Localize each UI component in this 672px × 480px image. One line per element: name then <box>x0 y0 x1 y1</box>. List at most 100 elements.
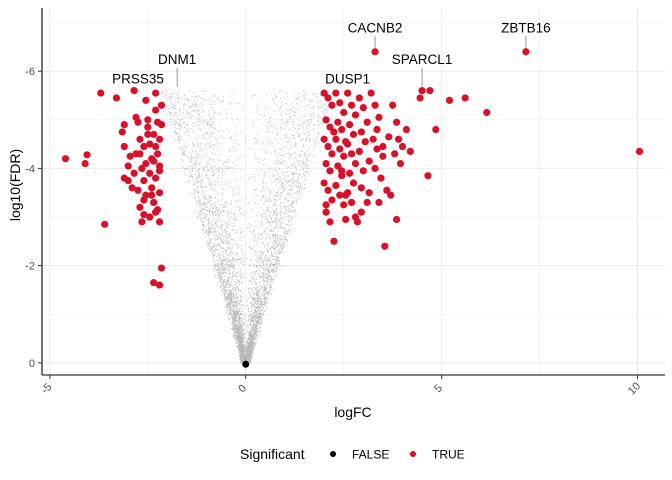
significant-point <box>101 220 109 228</box>
significant-point <box>140 142 148 151</box>
significant-point <box>340 152 348 160</box>
significant-point <box>332 135 340 143</box>
x-axis-ticks: -5 0 5 10 <box>39 375 643 397</box>
x-tick-label: 0 <box>236 382 249 395</box>
significant-point <box>152 174 160 182</box>
significant-point <box>146 169 154 177</box>
significant-point <box>130 169 138 177</box>
significant-point <box>132 150 140 158</box>
significant-point <box>332 89 340 97</box>
gene-label: SPARCL1 <box>392 52 453 67</box>
significant-point <box>124 176 132 185</box>
significant-point <box>112 94 121 102</box>
significant-point <box>152 106 160 114</box>
significant-point <box>342 191 350 199</box>
significant-point <box>157 121 166 129</box>
significant-point <box>336 145 344 153</box>
significant-point <box>344 140 352 148</box>
significant-point <box>120 121 128 129</box>
significant-point <box>142 96 150 104</box>
significant-point <box>81 159 89 168</box>
significant-point <box>416 94 424 102</box>
significant-point <box>144 123 152 131</box>
significant-point <box>146 213 154 221</box>
significant-point <box>461 94 469 102</box>
gene-label: DUSP1 <box>325 71 370 86</box>
significant-point <box>150 198 158 207</box>
axes <box>41 8 665 376</box>
significant-point <box>152 208 160 216</box>
significant-point <box>522 48 530 56</box>
significant-point <box>328 150 336 158</box>
significant-point <box>347 150 356 158</box>
significant-point <box>363 198 371 207</box>
significant-point <box>371 164 379 173</box>
significant-point <box>365 157 373 165</box>
y-axis-title: log10(FDR) <box>7 149 23 221</box>
significant-point <box>359 104 367 112</box>
gene-labels: DNM1 PRSS35 CACNB2 SPARCL1 DUSP1 ZBTB16 <box>112 20 551 86</box>
significant-point <box>344 89 352 97</box>
x-axis-title: logFC <box>334 404 371 420</box>
significant-point <box>375 198 383 207</box>
significant-point <box>332 181 340 190</box>
significant-point <box>118 128 126 136</box>
grid-major <box>42 8 665 375</box>
significant-point <box>138 164 146 173</box>
y-tick-label: 0 <box>29 358 35 370</box>
significant-point <box>391 150 399 158</box>
gene-label: CACNB2 <box>348 20 403 35</box>
significant-point <box>61 155 70 163</box>
significant-point <box>349 179 358 187</box>
significant-point <box>351 159 360 168</box>
significant-point <box>353 218 362 226</box>
significant-point <box>140 176 148 185</box>
significant-point <box>383 186 391 194</box>
origin-cluster <box>242 360 250 368</box>
significant-point <box>322 159 330 168</box>
significant-point <box>445 96 454 104</box>
significant-point <box>483 108 491 117</box>
x-tick-label: 5 <box>432 382 445 395</box>
significant-point <box>379 152 387 160</box>
significant-point <box>83 151 91 159</box>
significant-point <box>351 111 360 119</box>
significant-point <box>130 87 138 95</box>
significant-point <box>336 191 344 199</box>
y-tick-label: -6 <box>25 66 35 78</box>
significant-point <box>385 133 393 141</box>
significant-point <box>424 172 432 180</box>
legend-swatch-true <box>410 451 416 457</box>
significant-point <box>136 203 144 211</box>
significant-point <box>365 189 373 197</box>
significant-point <box>150 279 158 287</box>
significant-point <box>345 169 354 177</box>
significant-point <box>155 135 164 143</box>
legend: Significant FALSE TRUE <box>240 446 465 462</box>
significant-point <box>381 242 389 250</box>
significant-point <box>146 140 154 148</box>
significant-point <box>340 201 348 209</box>
significant-point <box>140 210 148 219</box>
significant-point <box>120 142 128 151</box>
significant-point <box>136 135 144 143</box>
significant-point <box>320 179 328 187</box>
significant-point <box>148 191 156 199</box>
y-tick-label: -2 <box>25 261 35 273</box>
significant-point <box>138 218 146 226</box>
significant-point <box>322 201 330 209</box>
significant-point <box>359 167 367 175</box>
legend-title: Significant <box>240 446 305 462</box>
significant-point <box>340 108 348 117</box>
significant-point <box>157 264 166 272</box>
significant-point <box>373 145 381 153</box>
significant-point <box>363 118 371 126</box>
significant-point <box>406 147 414 155</box>
significant-point <box>393 215 401 224</box>
significant-point <box>371 101 379 109</box>
significant-point <box>324 142 332 151</box>
significant-point <box>134 118 142 126</box>
significant-point <box>336 99 344 107</box>
significant-point <box>396 159 405 168</box>
significant-point <box>394 135 403 143</box>
